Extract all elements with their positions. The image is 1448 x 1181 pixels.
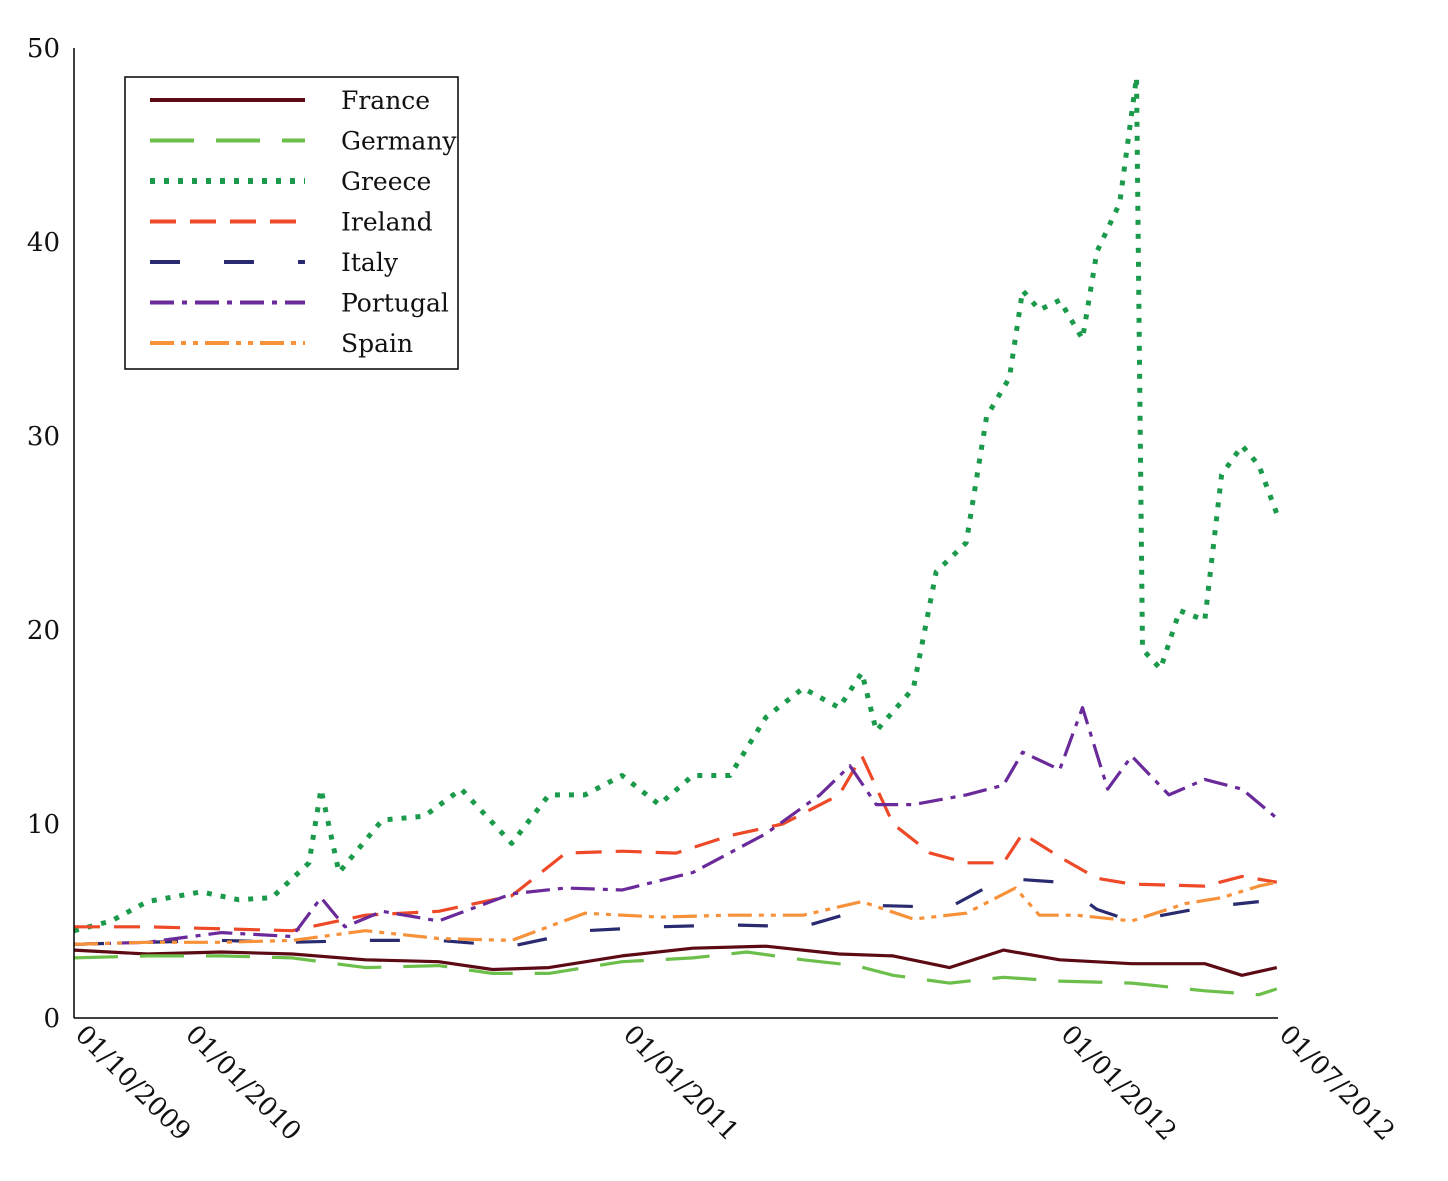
x-tick-label: 01/01/2012 xyxy=(1055,1020,1182,1147)
x-tick-label: 01/10/2009 xyxy=(69,1020,196,1147)
legend-label-spain: Spain xyxy=(341,329,413,358)
x-tick-label: 01/01/2011 xyxy=(617,1020,744,1147)
series-line-italy xyxy=(73,876,1259,948)
legend-label-france: France xyxy=(341,86,430,115)
series-line-greece xyxy=(73,74,1280,934)
y-tick-label: 30 xyxy=(27,422,60,452)
legend-label-greece: Greece xyxy=(341,167,431,196)
y-tick-label: 50 xyxy=(27,34,60,64)
legend-label-ireland: Ireland xyxy=(341,208,433,237)
x-tick-label: 01/07/2012 xyxy=(1273,1020,1400,1147)
series-line-portugal xyxy=(73,706,1278,946)
y-tick-label: 20 xyxy=(27,616,60,646)
series-line-france xyxy=(73,944,1278,977)
y-tick-label: 10 xyxy=(27,810,60,840)
series-line-germany xyxy=(73,950,1278,997)
series-line-ireland xyxy=(74,754,1278,933)
y-tick-label: 0 xyxy=(43,1004,60,1034)
y-tick-label: 40 xyxy=(27,228,60,258)
x-tick-label: 01/01/2010 xyxy=(179,1020,306,1147)
legend-label-italy: Italy xyxy=(341,248,399,277)
series-layer xyxy=(73,74,1280,997)
legend-label-germany: Germany xyxy=(341,127,457,156)
legend-label-portugal: Portugal xyxy=(341,289,449,318)
series-line-spain xyxy=(73,880,1278,946)
legend: France Germany Greece Ireland Italy Portugal S… xyxy=(124,76,459,370)
